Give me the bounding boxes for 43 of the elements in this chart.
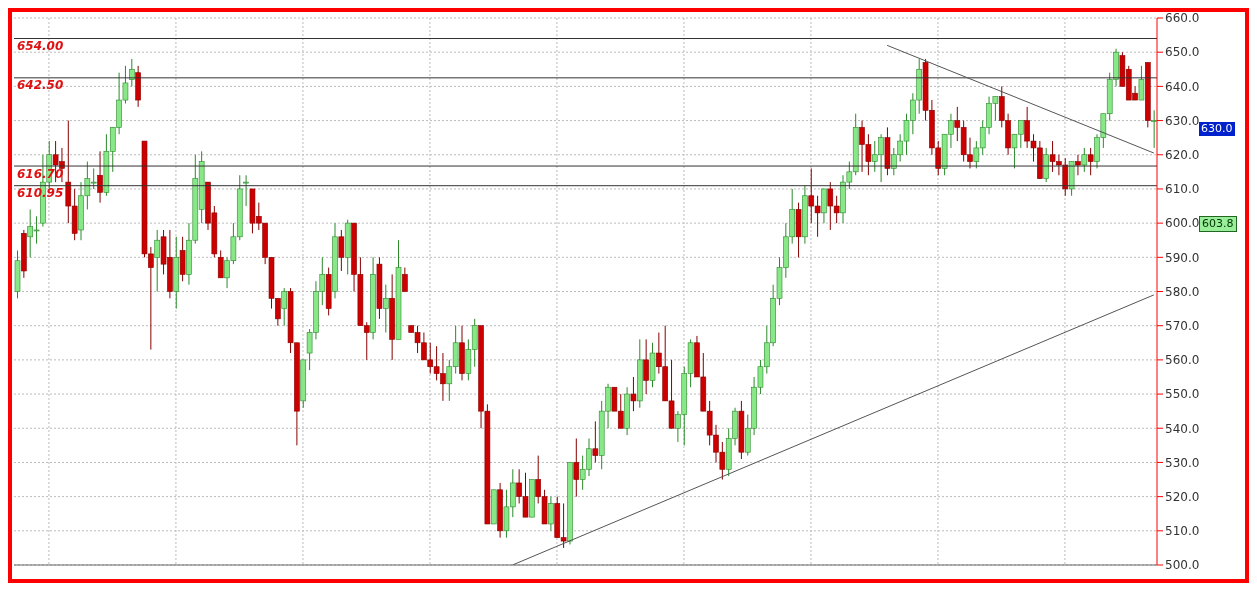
candlestick (630, 376, 637, 412)
ref-line-label: 654.00 (17, 39, 64, 54)
candlestick (548, 496, 554, 532)
candlestick (179, 236, 186, 282)
y-tick-label: 660.0 (1165, 11, 1200, 26)
y-tick-label: 630.0 (1165, 113, 1200, 128)
candlestick (217, 249, 224, 279)
y-tick-label: 580.0 (1165, 284, 1200, 299)
y-tick-label: 560.0 (1165, 353, 1200, 368)
candlestick (643, 338, 649, 395)
candlestick (129, 58, 135, 87)
candlestick (97, 150, 103, 204)
ref-line-label: 642.50 (17, 78, 64, 93)
y-tick-label: 540.0 (1165, 421, 1200, 436)
candlestick (154, 229, 160, 292)
y-tick-label: 500.0 (1165, 558, 1200, 573)
y-tick-label: 510.0 (1165, 524, 1200, 539)
y-tick-label: 650.0 (1165, 45, 1200, 60)
candlestick (383, 284, 389, 334)
y-tick-label: 610.0 (1165, 182, 1200, 197)
y-tick-label: 590.0 (1165, 250, 1200, 265)
candlestick (1151, 109, 1157, 149)
candlestick (338, 229, 345, 272)
candlestick (1075, 154, 1081, 176)
candlestick (1043, 147, 1049, 183)
candlestick (573, 438, 580, 498)
candlestick (1138, 65, 1145, 101)
y-tick-label: 600.0 (1165, 216, 1200, 231)
candlestick (592, 420, 599, 463)
y-tick-label: 530.0 (1165, 455, 1200, 470)
candlestick (281, 287, 287, 327)
candlestick (243, 174, 249, 207)
candlestick (402, 267, 408, 292)
y-tick-label: 640.0 (1165, 79, 1200, 94)
text: 630.0 (1199, 122, 1235, 136)
y-tick-label: 620.0 (1165, 148, 1200, 163)
candlestick (1081, 147, 1088, 173)
y-tick-label: 550.0 (1165, 387, 1200, 402)
candlestick (821, 188, 827, 224)
text: 603.8 (1199, 216, 1237, 232)
y-tick-label: 570.0 (1165, 318, 1200, 333)
candlestick (1087, 147, 1094, 176)
y-tick-label: 520.0 (1165, 489, 1200, 504)
